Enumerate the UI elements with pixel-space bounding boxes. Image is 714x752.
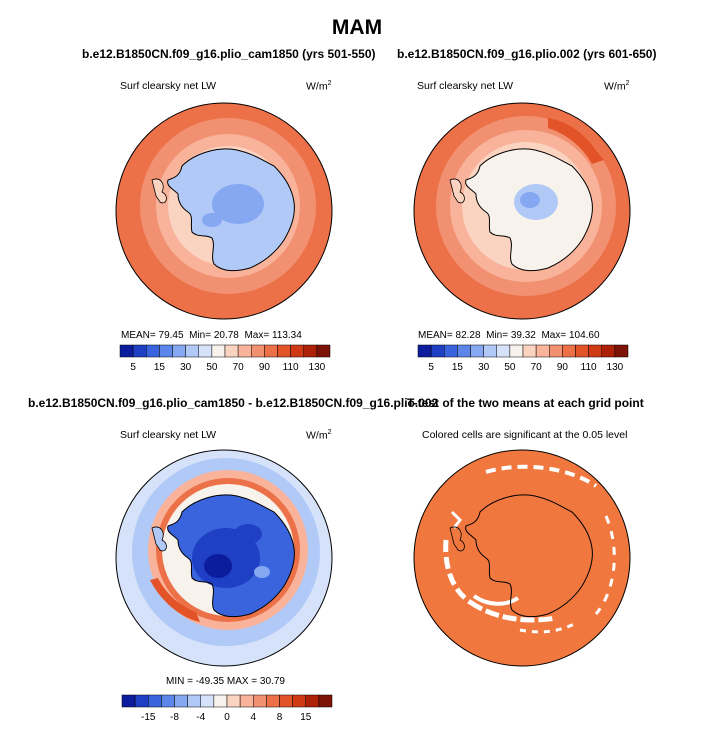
panel-2-stats: MEAN= 82.28 Min= 39.32 Max= 104.60 bbox=[418, 330, 600, 341]
colorbar-tick-label: 15 bbox=[154, 362, 166, 373]
colorbar-swatch bbox=[277, 344, 291, 358]
colorbar-swatch bbox=[239, 694, 254, 708]
colorbar-swatch bbox=[251, 344, 265, 358]
colorbar-tick-label: 8 bbox=[277, 712, 283, 723]
colorbar-tick-label: 0 bbox=[224, 712, 230, 723]
colorbar-tick-label: 70 bbox=[531, 362, 543, 373]
colorbar-swatch bbox=[211, 344, 226, 358]
colorbar-swatch bbox=[198, 344, 213, 358]
colorbar-swatch bbox=[279, 694, 293, 708]
colorbar-tick-label: 50 bbox=[206, 362, 218, 373]
colorbar-swatch bbox=[496, 344, 511, 358]
colorbar-swatch bbox=[253, 694, 267, 708]
colorbar-tick-label: -15 bbox=[141, 712, 156, 723]
colorbar-swatch bbox=[535, 344, 550, 358]
panel-1-map bbox=[115, 102, 333, 320]
panel-2-variable-label: Surf clearsky net LW bbox=[417, 80, 514, 92]
colorbar-swatch bbox=[457, 344, 471, 358]
panel-3-colorbar: -15 -8 -4 0 4 8 15 bbox=[121, 694, 333, 723]
panel-3-map bbox=[115, 449, 333, 667]
colorbar-swatch bbox=[483, 344, 497, 358]
panel-2-map bbox=[413, 102, 631, 320]
colorbar-swatch bbox=[444, 344, 458, 358]
colorbar-tick-label: 130 bbox=[309, 362, 326, 373]
colorbar-swatch bbox=[509, 344, 524, 358]
colorbar-swatch bbox=[174, 694, 188, 708]
colorbar-tick-label: -8 bbox=[170, 712, 179, 723]
colorbar-swatch bbox=[187, 694, 201, 708]
panel-2-colorbar: 5 15 30 50 70 90 110 130 bbox=[417, 344, 629, 373]
panel-1-units: W/m2 bbox=[306, 80, 332, 93]
colorbar-tick-label: 15 bbox=[452, 362, 464, 373]
colorbar-swatch bbox=[200, 694, 215, 708]
colorbar-swatch bbox=[213, 694, 228, 708]
colorbar-tick-label: 5 bbox=[130, 362, 136, 373]
colorbar-swatch bbox=[601, 344, 616, 358]
colorbar-swatch bbox=[318, 694, 333, 708]
panel-1-title: b.e12.B1850CN.f09_g16.plio_cam1850 (yrs … bbox=[82, 47, 376, 61]
colorbar-swatch bbox=[132, 344, 147, 358]
colorbar-tick-label: 130 bbox=[607, 362, 624, 373]
colorbar-tick-label: 30 bbox=[478, 362, 490, 373]
colorbar-tick-label: 5 bbox=[428, 362, 434, 373]
figure-title: MAM bbox=[331, 16, 383, 39]
colorbar-tick-label: 90 bbox=[259, 362, 271, 373]
colorbar-tick-label: 50 bbox=[504, 362, 516, 373]
colorbar-swatch bbox=[522, 344, 537, 358]
colorbar-swatch bbox=[159, 344, 173, 358]
panel-4-subtitle: Colored cells are significant at the 0.0… bbox=[422, 429, 628, 441]
panel-2-title: b.e12.B1850CN.f09_g16.plio.002 (yrs 601-… bbox=[397, 47, 657, 61]
colorbar-tick-label: -4 bbox=[196, 712, 205, 723]
panel-1-variable-label: Surf clearsky net LW bbox=[120, 80, 217, 92]
panel-1-stats: MEAN= 79.45 Min= 20.78 Max= 113.34 bbox=[121, 330, 302, 341]
colorbar-swatch bbox=[146, 344, 160, 358]
colorbar-swatch bbox=[224, 344, 239, 358]
colorbar-swatch bbox=[119, 344, 134, 358]
colorbar-tick-label: 30 bbox=[180, 362, 192, 373]
colorbar-swatch bbox=[121, 694, 136, 708]
colorbar-tick-label: 110 bbox=[283, 362, 299, 373]
colorbar-swatch bbox=[226, 694, 241, 708]
panel-1-colorbar: 5 15 30 50 70 90 110 130 bbox=[119, 344, 331, 373]
colorbar-swatch bbox=[562, 344, 576, 358]
panel-2-units: W/m2 bbox=[604, 80, 630, 93]
colorbar-tick-label: 15 bbox=[300, 712, 312, 723]
panel-4-title: T-test of the two means at each grid poi… bbox=[407, 396, 644, 410]
colorbar-swatch bbox=[316, 344, 331, 358]
colorbar-swatch bbox=[264, 344, 278, 358]
colorbar-swatch bbox=[148, 694, 162, 708]
colorbar-swatch bbox=[614, 344, 629, 358]
colorbar-tick-label: 70 bbox=[233, 362, 245, 373]
colorbar-tick-label: 110 bbox=[581, 362, 597, 373]
colorbar-tick-label: 90 bbox=[557, 362, 569, 373]
colorbar-tick-label: 4 bbox=[250, 712, 256, 723]
colorbar-swatch bbox=[266, 694, 280, 708]
colorbar-swatch bbox=[290, 344, 304, 358]
panel-3-variable-label: Surf clearsky net LW bbox=[120, 429, 217, 441]
colorbar-swatch bbox=[303, 344, 318, 358]
panel-4-map bbox=[413, 449, 631, 667]
colorbar-swatch bbox=[417, 344, 432, 358]
colorbar-swatch bbox=[549, 344, 563, 358]
colorbar-swatch bbox=[305, 694, 320, 708]
colorbar-swatch bbox=[470, 344, 484, 358]
colorbar-swatch bbox=[134, 694, 149, 708]
colorbar-swatch bbox=[588, 344, 602, 358]
panel-3-title: b.e12.B1850CN.f09_g16.plio_cam1850 - b.e… bbox=[28, 396, 439, 410]
colorbar-swatch bbox=[172, 344, 186, 358]
colorbar-swatch bbox=[430, 344, 445, 358]
panel-3-stats: MIN = -49.35 MAX = 30.79 bbox=[166, 676, 285, 687]
colorbar-swatch bbox=[292, 694, 306, 708]
colorbar-swatch bbox=[237, 344, 252, 358]
colorbar-swatch bbox=[575, 344, 589, 358]
panel-3-units: W/m2 bbox=[306, 429, 332, 442]
colorbar-swatch bbox=[185, 344, 199, 358]
colorbar-swatch bbox=[161, 694, 175, 708]
